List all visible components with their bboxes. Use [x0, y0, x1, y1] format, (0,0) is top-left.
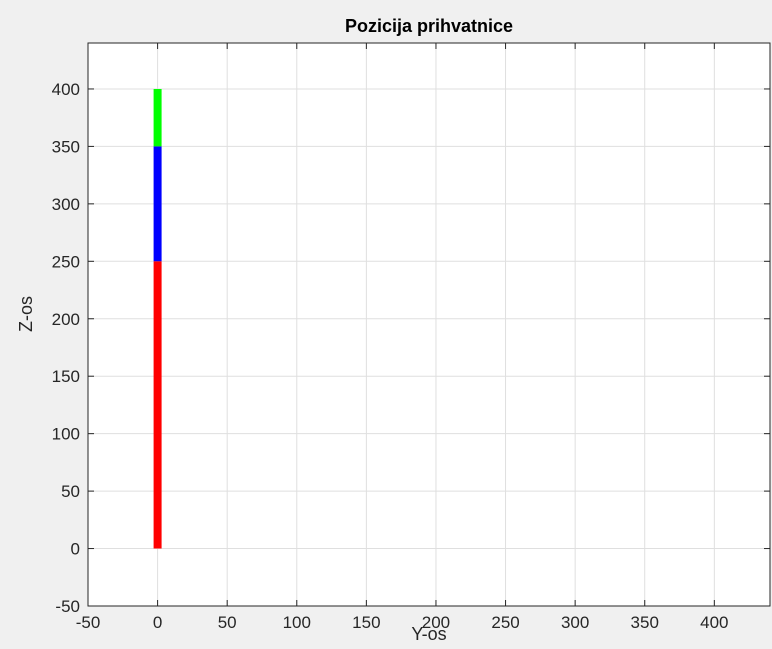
x-tick-label: 150 — [352, 613, 380, 632]
y-tick-label: 100 — [52, 425, 80, 444]
x-tick-label: -50 — [76, 613, 101, 632]
y-tick-label: 300 — [52, 195, 80, 214]
x-tick-label: 250 — [491, 613, 519, 632]
axes-box — [87, 42, 771, 607]
y-axis-label: Z-os — [16, 296, 36, 332]
x-tick-label: 350 — [631, 613, 659, 632]
grid-lines — [88, 43, 770, 606]
x-tick-label: 200 — [422, 613, 450, 632]
x-tick-label: 400 — [700, 613, 728, 632]
chart-title: Pozicija prihvatnice — [345, 16, 513, 36]
y-tick-label: 250 — [52, 252, 80, 271]
x-tick-label: 300 — [561, 613, 589, 632]
plot-area — [88, 43, 770, 606]
x-tick-label: 0 — [153, 613, 162, 632]
y-tick-label: 0 — [71, 540, 80, 559]
y-tick-label: -50 — [55, 597, 80, 616]
y-tick-label: 200 — [52, 310, 80, 329]
y-tick-label: 350 — [52, 137, 80, 156]
axes-group — [87, 42, 771, 607]
y-tick-label: 400 — [52, 80, 80, 99]
x-axis-label: Y-os — [411, 624, 446, 644]
tick-labels: -50 0 50 100 150 200 250 300 350 400 -50 0 50 100 150 2… — [52, 80, 729, 632]
y-tick-label: 150 — [52, 367, 80, 386]
x-tick-label: 50 — [218, 613, 237, 632]
y-tick-label: 50 — [61, 482, 80, 501]
x-tick-label: 100 — [283, 613, 311, 632]
